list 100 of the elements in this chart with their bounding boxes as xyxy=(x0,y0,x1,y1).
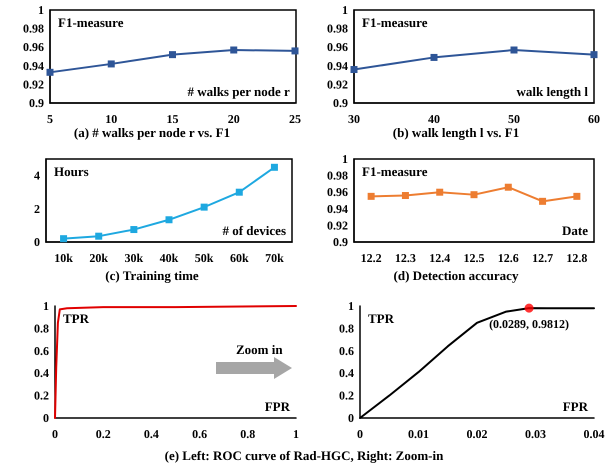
y-tick-label: 0.6 xyxy=(339,344,354,358)
y-tick-label: 0 xyxy=(348,411,354,425)
x-tick-label: 0.6 xyxy=(192,427,208,441)
y-tick-label: 0.98 xyxy=(23,22,44,36)
point xyxy=(504,184,512,191)
y-tick-label: 0.9 xyxy=(333,235,348,249)
y-tick-label: 1 xyxy=(38,3,44,17)
point xyxy=(350,66,358,74)
x-tick-label: 0.03 xyxy=(525,427,546,441)
y-tick-label: 0.94 xyxy=(327,202,348,216)
y-tick-label: 0.9 xyxy=(29,96,44,110)
x-tick-label: 0.4 xyxy=(144,427,159,441)
x-tick-label: 10 xyxy=(105,112,118,126)
x-tick-label: 0.04 xyxy=(584,427,604,441)
y-tick-label: 0.92 xyxy=(23,77,44,92)
x-tick-label: 5 xyxy=(47,112,53,126)
point xyxy=(270,164,278,171)
y-tick-label: 1 xyxy=(348,299,354,313)
x-tick-label: 12.5 xyxy=(464,251,484,265)
y-tick-label: 0.98 xyxy=(327,168,348,183)
x-tick-label: 20k xyxy=(89,251,108,265)
y-tick-label: 0.92 xyxy=(327,218,348,232)
y-tick-label: 0.6 xyxy=(34,344,49,358)
y-tick-label: 0.2 xyxy=(34,388,49,403)
point xyxy=(46,68,54,76)
y-tick-label: 0.8 xyxy=(34,321,49,336)
point xyxy=(510,46,518,54)
y-tick-label: 4 xyxy=(34,168,40,183)
y-tick-label: 0.8 xyxy=(339,321,354,336)
x-tick-label: 40k xyxy=(160,251,179,265)
point xyxy=(108,60,115,68)
point xyxy=(590,51,598,58)
point xyxy=(539,198,546,205)
x-tick-label: 40 xyxy=(428,112,440,126)
point xyxy=(402,192,409,200)
point xyxy=(368,192,375,200)
text: (b) walk length l vs. F1 xyxy=(392,125,520,140)
point xyxy=(573,192,580,200)
x-tick-label: 12.7 xyxy=(532,251,554,265)
x-tick-label: 0 xyxy=(52,427,58,441)
y-tick-label: 0.98 xyxy=(327,22,348,36)
text: (a) # walks per node r vs. F1 xyxy=(74,125,230,140)
y-tick-label: 0 xyxy=(43,411,49,425)
y-tick-label: 0.94 xyxy=(23,58,44,73)
x-tick-label: 0.8 xyxy=(240,427,256,441)
y-axis-title: Hours xyxy=(54,164,89,179)
x-tick-label: 0.02 xyxy=(466,427,488,441)
x-tick-label: 0.2 xyxy=(96,427,111,441)
text: (e) Left: ROC curve of Rad-HGC, Right: Zoom-in xyxy=(164,448,444,464)
x-tick-label: 50k xyxy=(194,251,214,265)
y-axis-title: F1-measure xyxy=(58,15,124,30)
x-tick-label: 10k xyxy=(54,251,74,265)
annotation: Zoom in xyxy=(236,342,284,357)
y-tick-label: 0.4 xyxy=(34,366,49,380)
y-tick-label: 0.92 xyxy=(327,77,348,92)
point xyxy=(60,235,68,242)
annotation: (0.0289, 0.9812) xyxy=(489,317,570,332)
x-tick-label: 50 xyxy=(508,112,520,126)
point xyxy=(130,226,138,234)
x-axis-title: # of devices xyxy=(222,223,286,238)
x-tick-label: 30 xyxy=(348,112,360,126)
point xyxy=(430,54,438,61)
x-tick-label: 25 xyxy=(289,112,301,126)
x-tick-label: 12.2 xyxy=(360,251,382,265)
y-tick-label: 0 xyxy=(34,235,40,249)
y-tick-label: 2 xyxy=(34,202,40,216)
x-tick-label: 60 xyxy=(588,112,600,126)
x-tick-label: 0.01 xyxy=(408,427,429,441)
y-axis-title: F1-measure xyxy=(362,164,428,179)
y-tick-label: 1 xyxy=(342,3,348,17)
y-tick-label: 0.96 xyxy=(327,40,348,54)
point xyxy=(436,188,444,196)
y-axis-title: F1-measure xyxy=(362,15,428,30)
text: (c) Training time xyxy=(105,268,199,283)
x-tick-label: 12.8 xyxy=(566,251,588,265)
text: (d) Detection accuracy xyxy=(394,268,519,283)
x-tick-label: 60k xyxy=(230,251,249,265)
y-tick-label: 0.9 xyxy=(333,96,348,110)
y-tick-label: 1 xyxy=(43,299,49,313)
y-tick-label: 0.4 xyxy=(339,366,354,380)
x-tick-label: 70k xyxy=(265,251,284,265)
x-axis-title: FPR xyxy=(562,399,589,414)
y-tick-label: 0.96 xyxy=(327,185,348,200)
x-tick-label: 12.4 xyxy=(429,251,450,265)
point xyxy=(169,51,176,58)
x-tick-label: 20 xyxy=(228,112,240,126)
point xyxy=(95,232,102,240)
x-axis-title: walk length l xyxy=(516,84,588,99)
x-tick-label: 12.6 xyxy=(498,251,519,265)
x-tick-label: 15 xyxy=(166,112,178,126)
y-tick-label: 0.96 xyxy=(23,40,44,54)
point xyxy=(200,204,208,211)
point xyxy=(292,47,298,54)
x-axis-title: FPR xyxy=(264,399,291,414)
x-tick-label: 12.3 xyxy=(394,251,416,265)
line-series xyxy=(54,305,297,419)
x-tick-label: 30k xyxy=(124,251,144,265)
point xyxy=(470,191,478,198)
y-axis-title: TPR xyxy=(368,311,395,326)
y-tick-label: 0.94 xyxy=(327,58,348,73)
